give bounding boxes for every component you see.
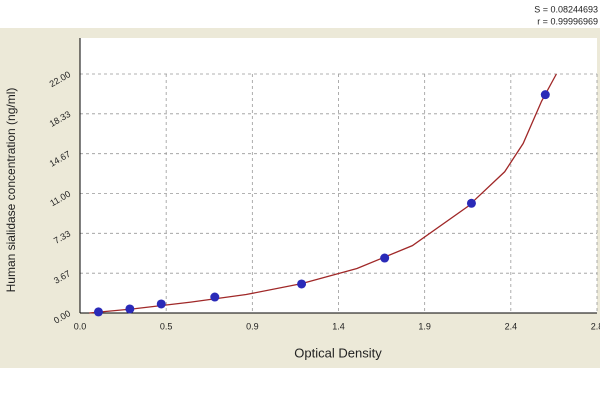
data-point: [466, 198, 476, 208]
x-tick-label: 2.4: [505, 321, 518, 331]
plot-area: [80, 38, 597, 313]
x-tick-label: 1.9: [418, 321, 431, 331]
data-point: [125, 304, 135, 314]
y-axis-label: Human sialidase concentration (ng/ml): [4, 88, 18, 293]
data-point: [297, 279, 307, 289]
data-point: [93, 307, 103, 317]
x-tick-label: 0.9: [246, 321, 259, 331]
x-tick-label: 1.4: [332, 321, 345, 331]
data-point: [380, 253, 390, 263]
annotation: r = 0.99996969: [537, 16, 598, 26]
annotation: S = 0.08244693: [534, 4, 598, 14]
x-axis-label: Optical Density: [294, 345, 382, 360]
data-point: [156, 299, 166, 309]
data-point: [540, 90, 550, 100]
x-tick-label: 0.5: [160, 321, 173, 331]
x-tick-label: 0.0: [74, 321, 87, 331]
data-point: [210, 292, 220, 302]
x-tick-label: 2.8: [591, 321, 600, 331]
